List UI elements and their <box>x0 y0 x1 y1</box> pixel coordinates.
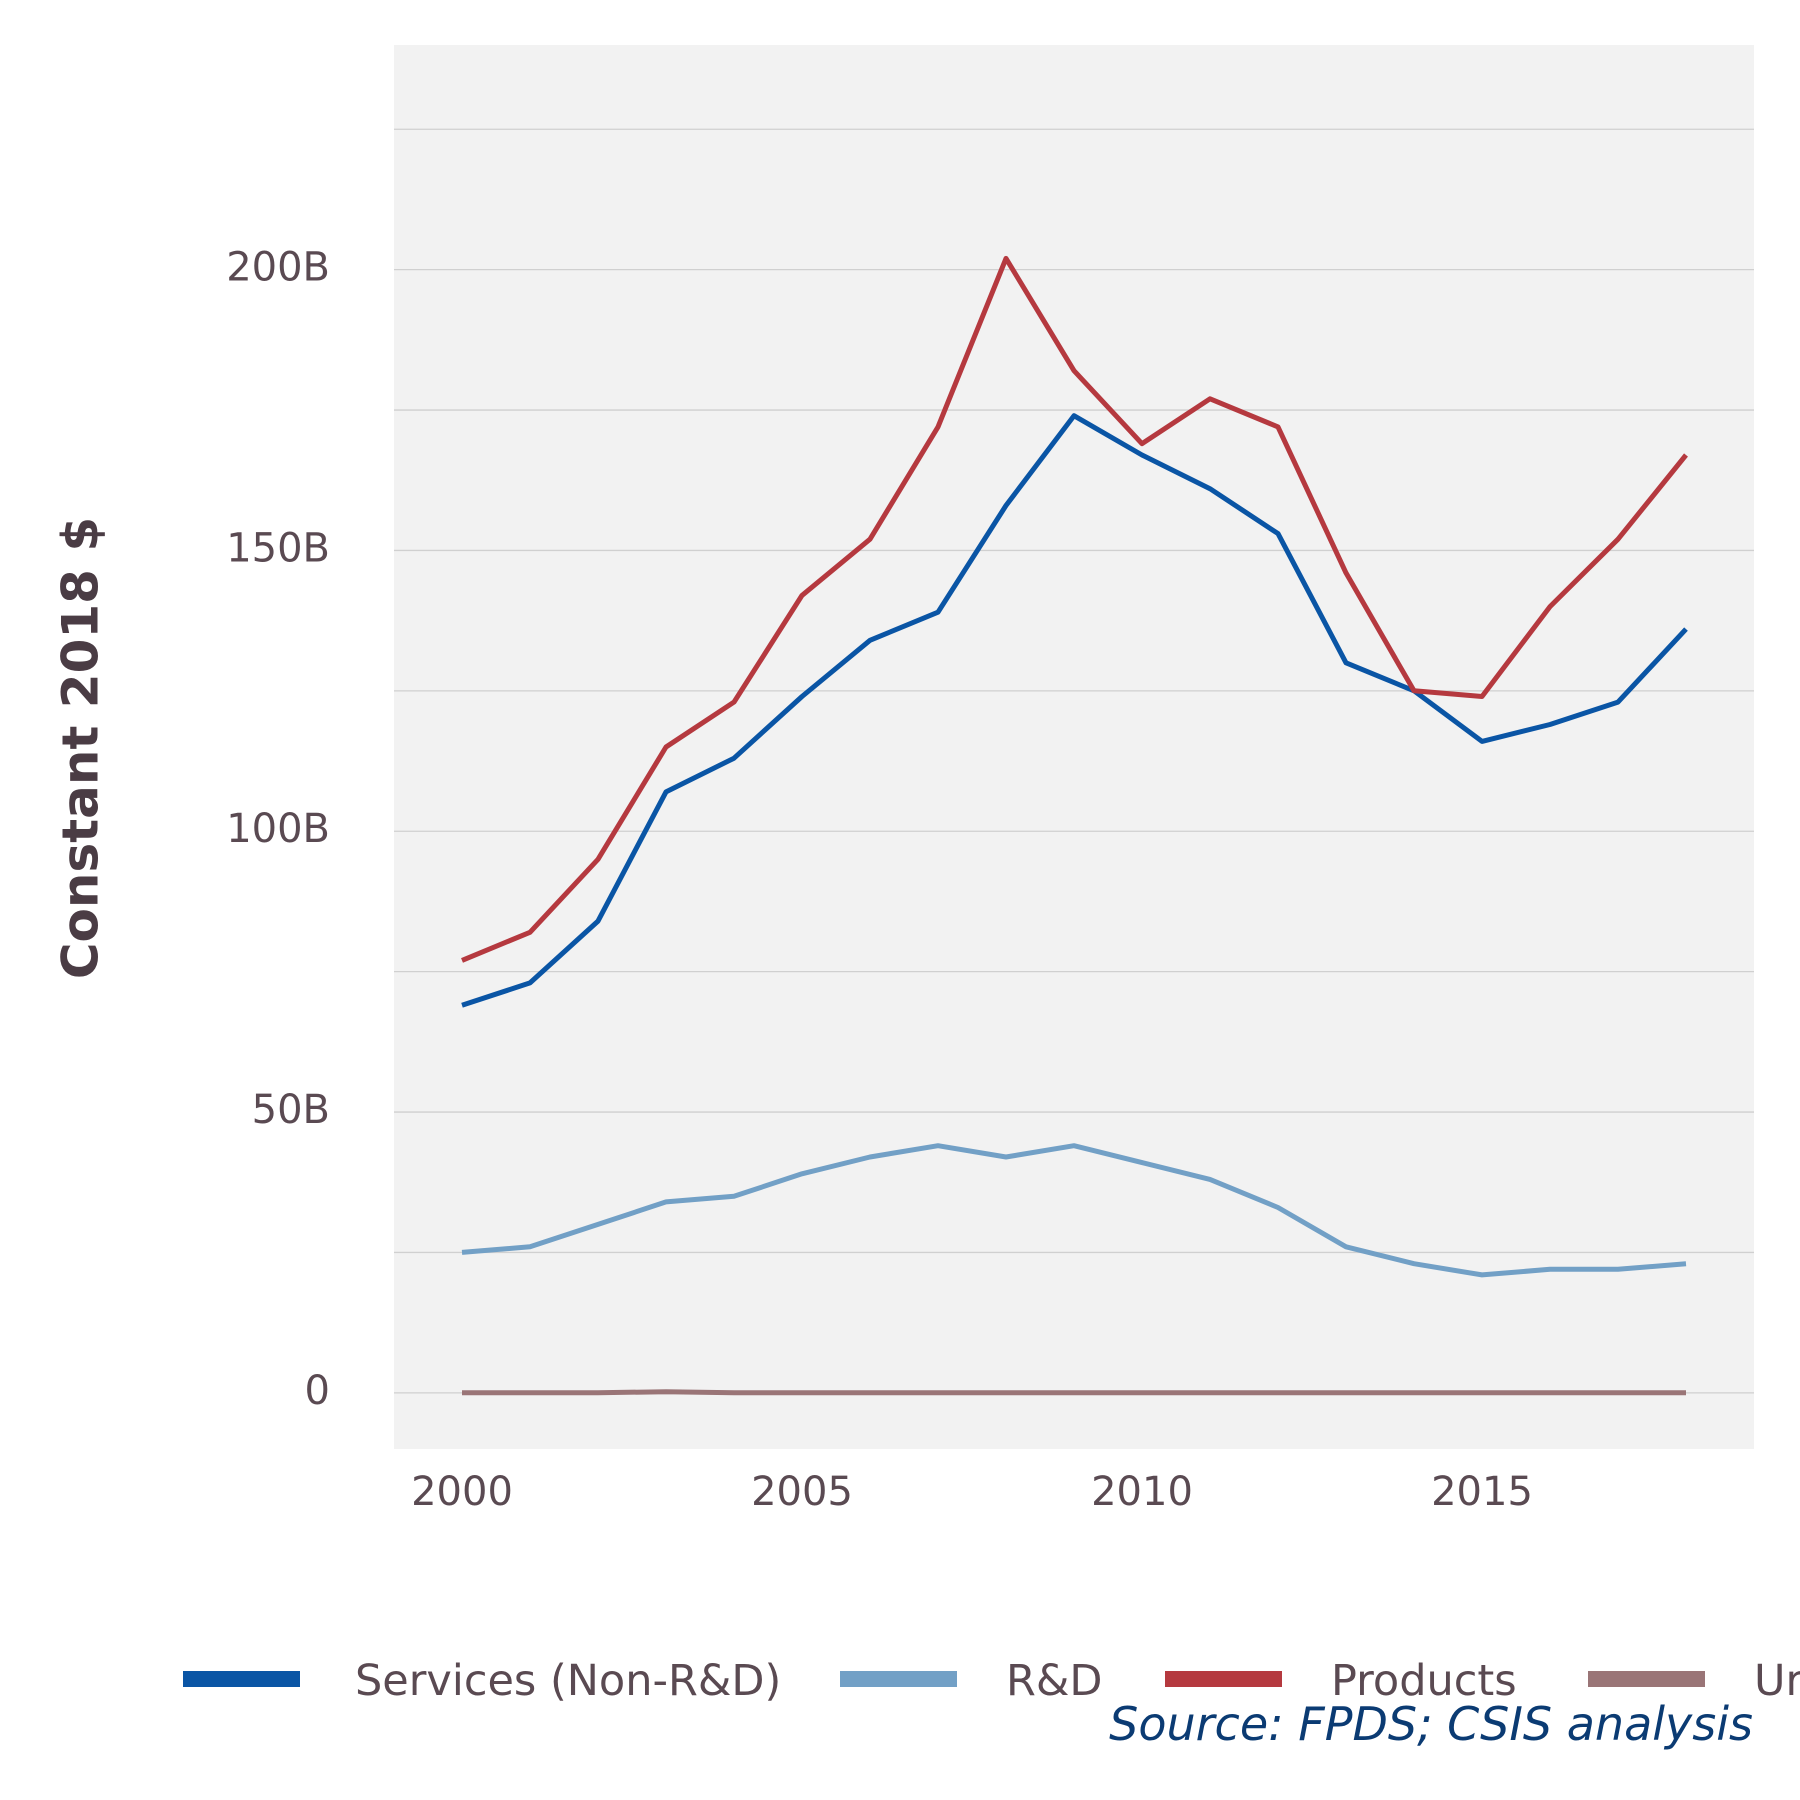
y-tick-label: 150B <box>226 525 330 571</box>
legend-swatch-ur <box>1588 1671 1705 1687</box>
x-tick-label: 2005 <box>751 1469 853 1515</box>
source-note: Source: FPDS; CSIS analysis <box>1109 1697 1753 1751</box>
series-lines <box>461 255 1688 1396</box>
legend-label-r-d: R&D <box>1006 1656 1103 1706</box>
series-line-products <box>461 255 1688 963</box>
plot-background <box>394 45 1754 1449</box>
legend-label-ur: Ur <box>1754 1656 1800 1706</box>
y-tick-label: 0 <box>305 1368 330 1414</box>
x-axis-ticks: 2000 2005 2010 2015 <box>411 1469 1533 1515</box>
y-tick-label: 100B <box>226 806 330 852</box>
legend-swatch-products <box>1165 1671 1282 1687</box>
x-tick-label: 2015 <box>1431 1469 1533 1515</box>
legend-label-services-non-r-d: Services (Non-R&D) <box>355 1656 781 1706</box>
x-tick-label: 2000 <box>411 1469 513 1515</box>
legend-swatch-r-d <box>840 1671 957 1687</box>
y-tick-label: 50B <box>252 1087 330 1133</box>
legend-swatch-services-non-r-d <box>183 1671 300 1687</box>
y-axis-label: Constant 2018 $ <box>52 517 110 979</box>
legend-label-products: Products <box>1331 1656 1517 1706</box>
y-axis-ticks: 0 50B 100B 150B 200B <box>226 245 330 1414</box>
y-tick-label: 200B <box>226 245 330 291</box>
series-line-ur <box>462 1389 1686 1396</box>
grid-lines <box>394 128 1754 1394</box>
x-tick-label: 2010 <box>1091 1469 1193 1515</box>
series-line-services-non-r-d <box>461 413 1688 1008</box>
series-line-r-d <box>461 1143 1687 1278</box>
legend: Services (Non-R&D) R&D Products Ur <box>183 1656 1800 1706</box>
